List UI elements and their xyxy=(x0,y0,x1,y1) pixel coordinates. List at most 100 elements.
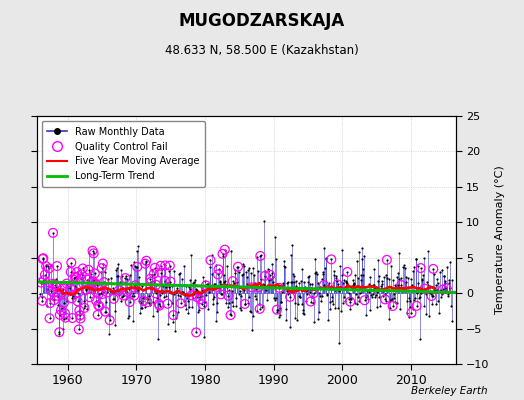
Point xyxy=(132,282,140,288)
Point xyxy=(151,290,160,296)
Point xyxy=(351,271,359,278)
Point xyxy=(143,299,151,306)
Point xyxy=(404,275,412,281)
Point xyxy=(238,271,247,278)
Point xyxy=(378,281,387,287)
Point xyxy=(226,311,234,318)
Point xyxy=(230,280,238,286)
Point xyxy=(118,294,126,300)
Point xyxy=(398,285,406,292)
Point xyxy=(293,284,302,291)
Point xyxy=(126,299,134,305)
Text: MUGODZARSKAJA: MUGODZARSKAJA xyxy=(179,12,345,30)
Point xyxy=(159,261,168,267)
Point xyxy=(151,265,159,271)
Point xyxy=(192,294,201,300)
Point xyxy=(442,288,450,294)
Point xyxy=(261,268,270,274)
Point xyxy=(312,286,321,292)
Point xyxy=(385,276,394,282)
Point xyxy=(347,295,356,302)
Point xyxy=(445,280,453,286)
Point xyxy=(111,308,119,314)
Point xyxy=(48,296,56,302)
Point xyxy=(304,274,313,280)
Point xyxy=(349,276,357,283)
Point xyxy=(76,312,84,318)
Point xyxy=(388,296,396,303)
Point xyxy=(212,262,220,268)
Point xyxy=(170,268,178,274)
Point xyxy=(335,288,344,294)
Point xyxy=(305,272,313,279)
Point xyxy=(171,328,179,334)
Point xyxy=(368,291,377,298)
Point xyxy=(56,312,64,318)
Point xyxy=(332,275,340,282)
Point xyxy=(415,294,423,301)
Point xyxy=(358,266,367,272)
Point xyxy=(102,299,111,305)
Point xyxy=(236,305,245,312)
Point xyxy=(86,285,95,292)
Point xyxy=(294,300,302,307)
Point xyxy=(267,283,276,290)
Point xyxy=(354,275,363,282)
Point xyxy=(213,309,221,316)
Point xyxy=(257,252,266,258)
Point xyxy=(256,306,264,312)
Point xyxy=(77,275,85,282)
Point xyxy=(376,303,384,309)
Point xyxy=(152,294,161,301)
Point xyxy=(81,287,90,293)
Point xyxy=(333,278,341,284)
Point xyxy=(377,286,385,293)
Point xyxy=(288,242,296,248)
Point xyxy=(289,270,297,277)
Point xyxy=(317,298,325,304)
Point xyxy=(97,265,106,271)
Point xyxy=(79,265,87,272)
Point xyxy=(73,269,81,275)
Point xyxy=(439,286,447,293)
Point xyxy=(421,287,430,294)
Point xyxy=(177,300,185,306)
Point xyxy=(68,295,76,302)
Point xyxy=(151,290,160,296)
Point xyxy=(386,297,394,304)
Point xyxy=(37,294,46,300)
Point xyxy=(355,249,364,255)
Point xyxy=(100,279,108,285)
Point xyxy=(276,312,284,318)
Point xyxy=(71,283,80,290)
Point xyxy=(363,293,372,300)
Point xyxy=(61,310,69,316)
Point xyxy=(188,304,196,310)
Point xyxy=(397,275,405,281)
Point xyxy=(165,268,173,274)
Point xyxy=(214,266,223,272)
Point xyxy=(395,249,403,256)
Point xyxy=(429,266,438,272)
Point xyxy=(139,298,148,304)
Point xyxy=(260,218,268,224)
Point xyxy=(102,309,110,316)
Point xyxy=(194,309,203,315)
Point xyxy=(149,270,158,277)
Point xyxy=(372,292,380,298)
Point xyxy=(272,294,280,301)
Point xyxy=(261,273,269,279)
Point xyxy=(136,310,144,316)
Point xyxy=(152,282,160,288)
Point xyxy=(116,298,125,305)
Point xyxy=(64,284,72,290)
Point xyxy=(216,291,225,298)
Point xyxy=(126,271,135,278)
Point xyxy=(147,279,155,285)
Point xyxy=(320,282,328,288)
Point xyxy=(431,286,439,293)
Point xyxy=(383,257,391,263)
Point xyxy=(425,289,433,295)
Point xyxy=(361,297,369,304)
Point xyxy=(392,300,401,306)
